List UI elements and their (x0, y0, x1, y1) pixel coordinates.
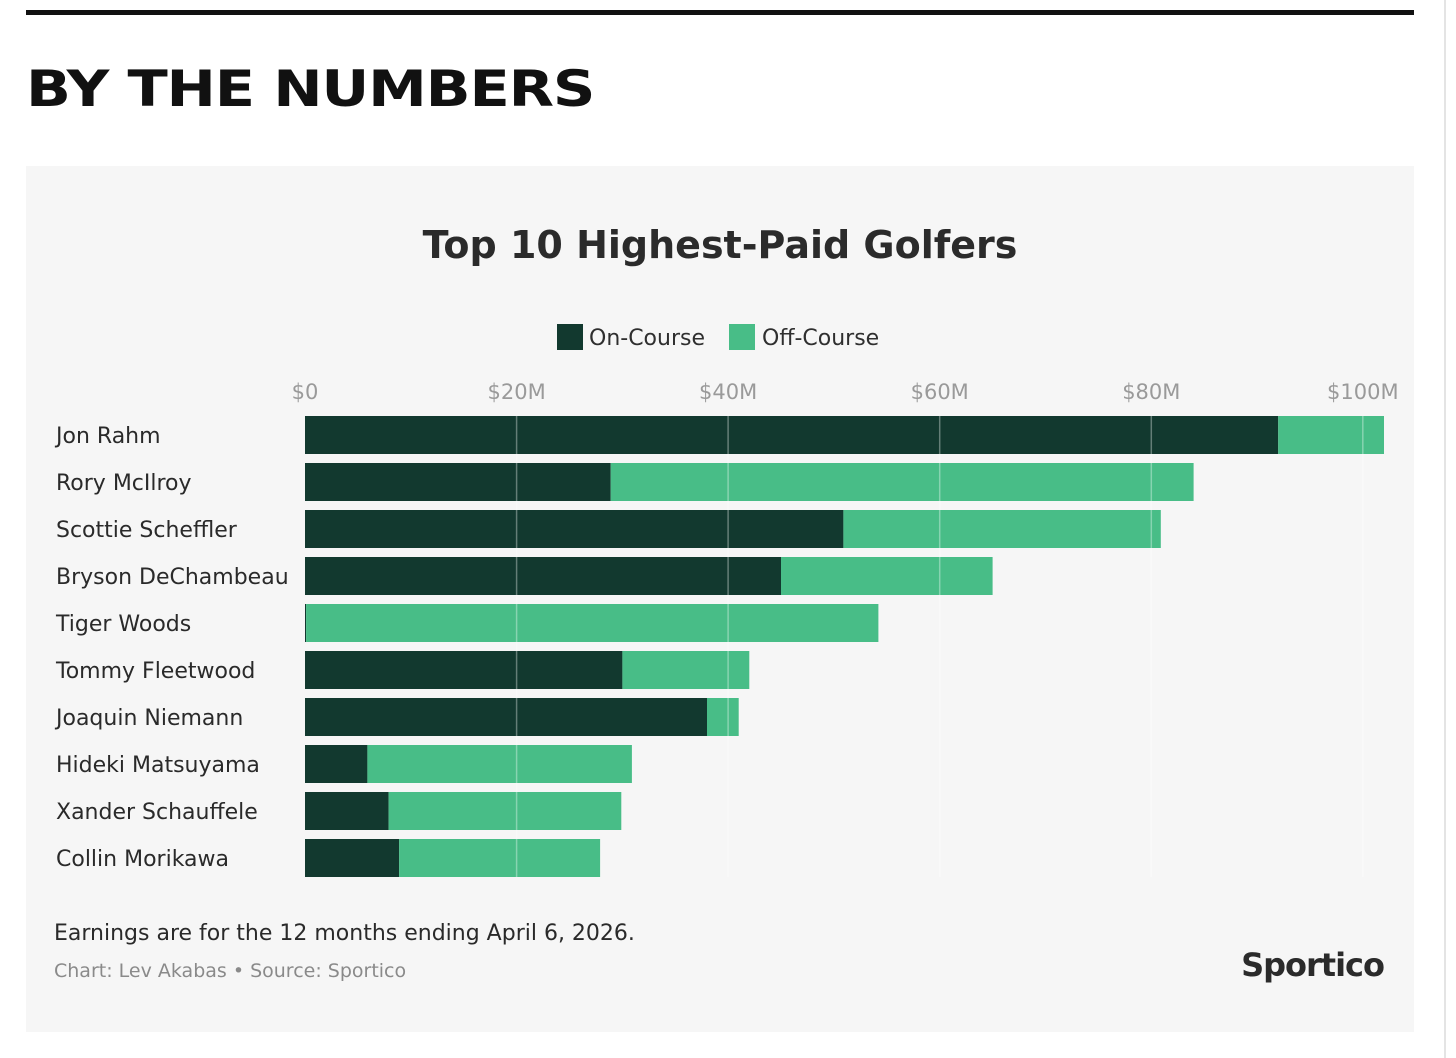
bar-off-course (306, 604, 879, 642)
bar-on-course (305, 557, 781, 595)
bar-on-course (305, 510, 844, 548)
legend-swatch-on-course (557, 324, 583, 350)
category-label: Jon Rahm (54, 424, 161, 449)
bar-chart: Top 10 Highest-Paid Golfers On-Course Of… (54, 223, 1399, 984)
bar-off-course (1278, 416, 1384, 454)
sportico-logo: Sportico (1241, 946, 1384, 984)
bar-on-course (305, 463, 611, 501)
legend-swatch-off-course (729, 324, 755, 350)
bar-on-course (305, 416, 1279, 454)
bar-off-course (707, 698, 739, 736)
legend-label-off-course: Off-Course (762, 326, 879, 351)
bar-off-course (610, 463, 1194, 501)
bar-off-course (781, 557, 993, 595)
top-rule (26, 10, 1414, 15)
x-tick-label: $60M (911, 380, 969, 404)
category-labels: Jon Rahm Rory McIlroy Scottie Scheffler Bry… (54, 424, 289, 872)
bar-on-course (305, 745, 368, 783)
x-tick-label: $20M (487, 380, 545, 404)
category-label: Bryson DeChambeau (56, 565, 289, 590)
chart-card: Top 10 Highest-Paid Golfers On-Course Of… (26, 166, 1414, 1032)
category-label: Joaquin Niemann (54, 706, 243, 731)
category-label: Rory McIlroy (56, 471, 192, 496)
x-tick-label: $100M (1327, 380, 1399, 404)
chart-credit: Chart: Lev Akabas • Source: Sportico (54, 960, 406, 982)
category-label: Tiger Woods (55, 612, 191, 637)
bar-off-course (399, 839, 601, 877)
bar-on-course (305, 792, 389, 830)
bar-on-course (305, 698, 707, 736)
bar-on-course (305, 839, 400, 877)
gridlines (515, 416, 1364, 877)
bars-layer (305, 416, 1384, 877)
bar-off-course (843, 510, 1161, 548)
category-label: Collin Morikawa (56, 847, 229, 872)
chart-legend: On-Course Off-Course (557, 324, 879, 351)
x-axis-ticks: $0 $20M $40M $60M $80M $100M (292, 380, 1399, 404)
chart-title: Top 10 Highest-Paid Golfers (423, 223, 1018, 267)
legend-label-on-course: On-Course (589, 326, 705, 351)
bar-on-course (305, 651, 623, 689)
category-label: Hideki Matsuyama (56, 753, 260, 778)
x-tick-label: $0 (292, 380, 319, 404)
bar-off-course (367, 745, 632, 783)
bar-on-course (305, 604, 307, 642)
category-label: Scottie Scheffler (56, 518, 238, 543)
x-tick-label: $80M (1122, 380, 1180, 404)
x-tick-label: $40M (699, 380, 757, 404)
page-heading: BY THE NUMBERS (26, 60, 595, 118)
page-edge-divider (1444, 0, 1446, 1058)
bar-off-course (622, 651, 750, 689)
category-label: Tommy Fleetwood (55, 659, 255, 684)
bar-off-course (388, 792, 622, 830)
chart-note: Earnings are for the 12 months ending Ap… (54, 921, 635, 946)
category-label: Xander Schauffele (56, 800, 258, 825)
